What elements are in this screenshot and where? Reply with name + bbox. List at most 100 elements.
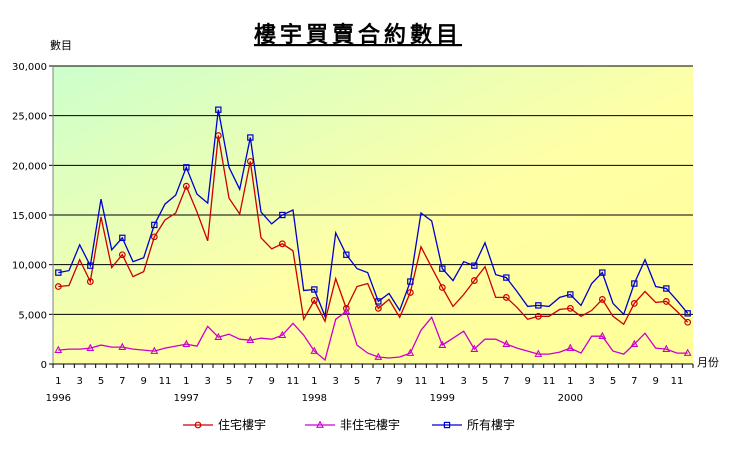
data-point (342, 306, 351, 315)
data-point (247, 134, 254, 141)
data-point (182, 182, 190, 190)
data-point (54, 283, 62, 290)
axes (52, 66, 694, 368)
data-point (684, 310, 691, 317)
data-point (214, 332, 223, 341)
data-point (246, 335, 255, 344)
x-year-label: 1998 (302, 393, 327, 404)
series-line (58, 109, 689, 319)
x-tick-label: 9 (268, 376, 274, 387)
data-point (535, 302, 542, 309)
x-tick-label: 7 (119, 376, 125, 387)
y-tick-label: 25,000 (12, 112, 47, 123)
data-point (470, 277, 478, 284)
x-tick-label: 1 (439, 376, 445, 387)
data-point (86, 278, 94, 285)
data-point (182, 339, 191, 347)
x-tick-label: 5 (226, 376, 232, 387)
data-point (470, 344, 479, 352)
data-point (150, 346, 159, 354)
x-tick-label: 9 (140, 376, 146, 387)
data-point (439, 265, 446, 272)
data-point (630, 339, 639, 347)
data-point (183, 164, 190, 171)
data-point (55, 269, 62, 276)
x-tick-label: 5 (482, 376, 488, 387)
data-point (631, 280, 638, 287)
x-axis-title: 月份 (697, 356, 719, 369)
chart-title: 樓宇買賣合約數目 (254, 22, 462, 48)
series-line (58, 310, 688, 362)
data-point (151, 221, 158, 229)
x-tick-label: 3 (588, 376, 594, 387)
data-point (119, 234, 126, 242)
x-tick-label: 9 (524, 376, 530, 387)
x-tick-label: 7 (375, 376, 381, 387)
x-tick-label: 3 (204, 376, 210, 387)
y-tick-label: 20,000 (12, 161, 47, 172)
legend-marker (194, 421, 202, 429)
x-tick-label: 11 (287, 376, 300, 387)
x-tick-label: 1 (311, 376, 317, 387)
data-point (438, 340, 447, 348)
legend-label: 住宅樓宇 (218, 417, 266, 432)
data-point (118, 251, 126, 259)
legend: 住宅樓宇 非住宅樓宇 所有樓宇 (183, 417, 515, 432)
x-tick-label: 7 (631, 376, 637, 387)
x-tick-label: 3 (76, 376, 82, 387)
data-point (663, 285, 670, 292)
data-point (534, 349, 543, 357)
x-tick-label: 7 (503, 376, 509, 387)
data-point (54, 345, 63, 353)
data-point (662, 298, 670, 305)
x-tick-label: 3 (332, 376, 338, 387)
x-tick-label: 9 (652, 376, 658, 387)
data-point (118, 342, 127, 350)
data-point (406, 289, 414, 296)
x-year-label: 1999 (430, 393, 455, 404)
x-tick-label: 5 (354, 376, 360, 387)
x-year-label: 1997 (174, 393, 199, 404)
legend-label: 所有樓宇 (467, 417, 515, 432)
data-point (534, 312, 542, 320)
series-layer (54, 106, 692, 362)
data-point (150, 233, 158, 241)
y-tick-label: 5,000 (18, 310, 47, 321)
data-point (310, 346, 319, 354)
data-point (279, 211, 286, 219)
legend-marker (316, 420, 324, 428)
data-point (278, 240, 286, 248)
legend-label: 非住宅樓宇 (340, 417, 400, 432)
data-point (502, 339, 511, 347)
series-group (55, 106, 691, 319)
y-tick-labels: 0 5,000 10,000 15,000 20,000 25,000 30,000 (12, 62, 47, 371)
data-point (630, 300, 638, 307)
x-year-label: 2000 (558, 393, 583, 404)
data-point (215, 106, 222, 113)
data-point (599, 269, 606, 276)
data-point (502, 294, 510, 301)
data-point (566, 343, 575, 351)
data-point (598, 296, 606, 303)
data-point (311, 286, 318, 293)
x-tick-label: 11 (159, 376, 172, 387)
x-year-label: 1996 (46, 393, 71, 404)
data-point (598, 331, 607, 340)
data-point (374, 304, 382, 312)
x-tick-label: 1 (55, 376, 61, 387)
x-tick-label: 1 (183, 376, 189, 387)
x-tick-label: 11 (671, 376, 684, 387)
data-point (683, 348, 692, 356)
data-point (86, 343, 95, 351)
y-tick-label: 30,000 (12, 62, 47, 73)
x-tick-label: 9 (396, 376, 402, 387)
series-group (54, 132, 692, 326)
data-point (375, 298, 382, 305)
y-axis-title: 數目 (50, 39, 72, 52)
x-tick-label: 5 (610, 376, 616, 387)
data-point (662, 344, 671, 352)
data-point (343, 251, 350, 258)
